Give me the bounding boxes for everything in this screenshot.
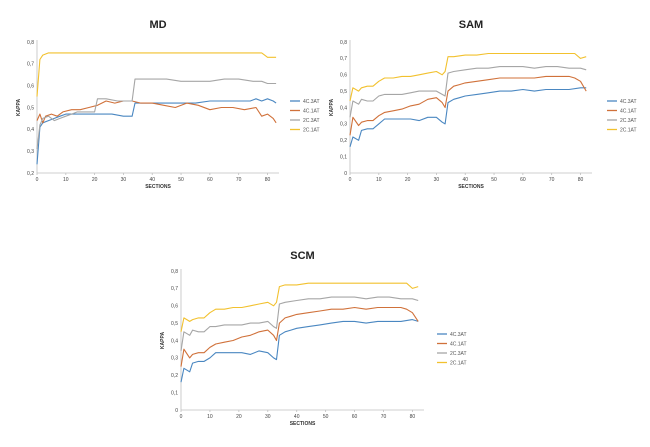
chart-1-y-tick-label: 0,2 xyxy=(340,138,347,144)
chart-0-x-tick-label: 10 xyxy=(63,177,69,183)
chart-2-legend-label: 2C.3AT xyxy=(450,351,467,357)
chart-1-y-tick-label: 0,4 xyxy=(340,105,347,111)
chart-0-y-tick-label: 0,5 xyxy=(27,105,34,111)
chart-1-y-tick-label: 0,8 xyxy=(340,40,347,46)
chart-1-y-tick-label: 0 xyxy=(344,171,347,177)
chart-1-y-tick-label: 0,6 xyxy=(340,73,347,79)
chart-1-x-tick-label: 50 xyxy=(491,177,497,183)
chart-1-legend-label: 2C.1AT xyxy=(620,127,637,133)
chart-1-y-tick-label: 0,7 xyxy=(340,56,347,62)
chart-2-x-tick-label: 40 xyxy=(294,414,300,420)
chart-0-y-tick-label: 0,3 xyxy=(27,149,34,155)
chart-0-series-4c-1at-line xyxy=(36,100,277,124)
chart-0-legend-label: 4C.3AT xyxy=(303,99,320,105)
chart-1-legend-label: 4C.3AT xyxy=(620,99,637,105)
chart-2-legend-label: 4C.1AT xyxy=(450,341,467,347)
chart-0-x-tick-label: 60 xyxy=(207,177,213,183)
chart-1-y-tick-label: 0,3 xyxy=(340,122,347,128)
chart-1-x-tick-label: 30 xyxy=(434,177,440,183)
chart-0-series-4c-3at-line xyxy=(36,98,277,165)
chart-1-x-tick-label: 80 xyxy=(578,177,584,183)
chart-2-x-tick-label: 80 xyxy=(410,414,416,420)
chart-2-y-tick-label: 0,5 xyxy=(171,321,178,327)
chart-0-y-tick-label: 0,6 xyxy=(27,83,34,89)
chart-1-y-tick-label: 0,1 xyxy=(340,154,347,160)
chart-2-x-tick-label: 60 xyxy=(352,414,358,420)
chart-2-x-axis-label: SECTIONS xyxy=(290,421,316,427)
chart-0-y-axis-label: KAPPA xyxy=(16,99,22,117)
chart-2-y-tick-label: 0,4 xyxy=(171,338,178,344)
chart-1-title: SAM xyxy=(459,19,483,31)
chart-0-y-tick-label: 0,2 xyxy=(27,171,34,177)
chart-0-x-tick-label: 40 xyxy=(149,177,155,183)
chart-1-x-tick-label: 70 xyxy=(549,177,555,183)
chart-1-series-2c-3at-line xyxy=(349,66,587,118)
chart-1-y-axis-label: KAPPA xyxy=(329,99,335,117)
chart-md: MD 0,2 0,3 0,4 0,5 0,6 0,7 0,8 0 10 20 30 40 50 60 70 80… xyxy=(16,19,320,190)
chart-0-x-axis-label: SECTIONS xyxy=(145,184,171,190)
chart-1-x-tick-label: 10 xyxy=(376,177,382,183)
chart-2-legend-label: 4C.3AT xyxy=(450,332,467,338)
chart-1-x-tick-label: 40 xyxy=(462,177,468,183)
chart-2-y-tick-label: 0,6 xyxy=(171,304,178,310)
chart-0-x-tick-label: 50 xyxy=(178,177,184,183)
chart-2-series-4c-1at-line xyxy=(180,306,419,367)
chart-1-x-tick-label: 20 xyxy=(405,177,411,183)
chart-sam: SAM 0 0,1 0,2 0,3 0,4 0,5 0,6 0,7 0,8 0 10 20 30 40 50 6… xyxy=(329,19,637,190)
chart-2-legend-label: 2C.1AT xyxy=(450,360,467,366)
chart-2-y-axis-label: KAPPA xyxy=(160,332,166,350)
chart-2-y-tick-label: 0 xyxy=(175,408,178,414)
chart-2-y-tick-label: 0,3 xyxy=(171,356,178,362)
chart-1-x-tick-label: 0 xyxy=(349,177,352,183)
chart-2-x-tick-label: 20 xyxy=(236,414,242,420)
chart-2-x-tick-label: 10 xyxy=(207,414,213,420)
chart-0-legend-label: 2C.1AT xyxy=(303,127,320,133)
chart-1-legend-label: 4C.1AT xyxy=(620,108,637,114)
chart-2-y-tick-label: 0,8 xyxy=(171,269,178,275)
chart-2-x-tick-label: 50 xyxy=(323,414,329,420)
chart-0-legend-label: 4C.1AT xyxy=(303,108,320,114)
chart-0-title: MD xyxy=(149,19,166,31)
chart-0-x-tick-label: 0 xyxy=(36,177,39,183)
chart-0-x-tick-label: 70 xyxy=(236,177,242,183)
chart-1-x-axis-label: SECTIONS xyxy=(458,184,484,190)
chart-2-x-tick-label: 0 xyxy=(180,414,183,420)
chart-0-legend-label: 2C.3AT xyxy=(303,118,320,124)
chart-0-x-tick-label: 20 xyxy=(92,177,98,183)
chart-0-y-tick-label: 0,8 xyxy=(27,40,34,46)
chart-1-x-tick-label: 60 xyxy=(520,177,526,183)
chart-0-x-tick-label: 80 xyxy=(265,177,271,183)
chart-1-legend-label: 2C.3AT xyxy=(620,118,637,124)
chart-0-series-2c-3at-line xyxy=(36,78,277,150)
chart-2-x-tick-label: 70 xyxy=(381,414,387,420)
chart-2-y-tick-label: 0,1 xyxy=(171,390,178,396)
chart-scm: SCM 0 0,1 0,2 0,3 0,4 0,5 0,6 0,7 0,8 0 10 20 30 40 50 6… xyxy=(160,250,467,427)
chart-0-series-2c-1at-line xyxy=(36,52,277,97)
chart-1-series-4c-1at-line xyxy=(349,75,587,136)
chart-0-y-tick-label: 0,7 xyxy=(27,62,34,68)
chart-2-series-4c-3at-line xyxy=(180,319,419,383)
chart-1-y-tick-label: 0,5 xyxy=(340,89,347,95)
chart-2-y-tick-label: 0,2 xyxy=(171,373,178,379)
chart-0-x-tick-label: 30 xyxy=(121,177,127,183)
chart-1-series-4c-3at-line xyxy=(349,87,587,147)
chart-2-series-2c-3at-line xyxy=(180,296,419,351)
chart-2-title: SCM xyxy=(290,250,314,262)
chart-0-y-tick-label: 0,4 xyxy=(27,127,34,133)
chart-2-y-tick-label: 0,7 xyxy=(171,286,178,292)
chart-1-series-2c-1at-line xyxy=(349,52,587,102)
chart-2-series-2c-1at-line xyxy=(180,282,419,332)
chart-2-x-tick-label: 30 xyxy=(265,414,271,420)
